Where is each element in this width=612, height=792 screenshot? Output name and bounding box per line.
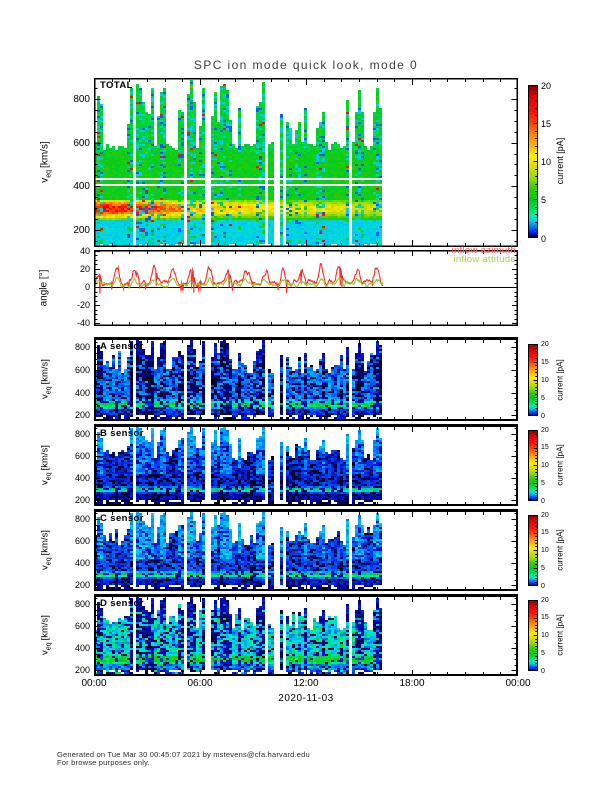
y-tick-label-B: 400 <box>74 473 90 484</box>
sensor-d-spectrogram-canvas <box>94 594 518 676</box>
y-tick-label-angle: -20 <box>76 300 90 311</box>
y-tick-label-C: 800 <box>74 513 90 524</box>
total-spectrogram-canvas <box>94 78 518 247</box>
x-tick-label: 00:00 <box>81 678 107 689</box>
y-tick-label-angle: 20 <box>79 264 90 274</box>
y-tick-label-C: 600 <box>74 536 90 547</box>
panel-label-sensor-a: A sensor <box>100 341 144 352</box>
y-tick-label-angle: 40 <box>79 245 90 256</box>
colorbar-total <box>528 85 538 238</box>
y-tick-label-D: 800 <box>74 598 90 609</box>
colorbar-tick-label-total: 15 <box>541 118 552 129</box>
y-tick-label-C: 400 <box>74 558 90 569</box>
y-tick-label-A: 200 <box>74 410 90 421</box>
y-tick-label-A: 600 <box>74 364 90 375</box>
colorbar-tick-label-C: 5 <box>541 564 545 572</box>
colorbar-tick-label-A: 10 <box>541 376 549 384</box>
x-tick-label: 06:00 <box>187 678 213 689</box>
y-tick-label-A: 400 <box>74 387 90 398</box>
panel-label-sensor-c: C sensor <box>100 513 144 524</box>
colorbar-tick-label-C: 15 <box>541 529 549 537</box>
colorbar-tick-label-B: 15 <box>541 444 549 452</box>
panel-label-total: TOTAL <box>100 80 133 91</box>
y-tick-label-angle: 0 <box>84 282 90 293</box>
colorbar-sensor-c <box>528 515 538 586</box>
inflow-angle-chart-canvas <box>94 250 518 326</box>
colorbar-tick-label-B: 10 <box>541 462 549 469</box>
page-title: SPC ion mode quick look, mode 0 <box>193 58 419 72</box>
colorbar-tick-label-total: 20 <box>541 80 552 91</box>
y-tick-label-total: 600 <box>73 137 90 149</box>
colorbar-tick-label-total: 5 <box>541 195 547 206</box>
sensor-a-spectrogram-canvas <box>94 337 518 421</box>
colorbar-tick-label-B: 0 <box>541 497 545 505</box>
legend-azimuth: inflow azimuth <box>451 245 516 256</box>
x-tick-label: 18:00 <box>399 678 425 689</box>
colorbar-tick-label-A: 20 <box>541 340 549 348</box>
y-tick-label-D: 200 <box>74 665 90 676</box>
y-tick-label-angle: -40 <box>76 318 90 329</box>
x-tick-label: 00:00 <box>505 678 531 689</box>
panel-label-sensor-b: B sensor <box>100 428 144 439</box>
colorbar-sensor-b <box>528 430 538 501</box>
colorbar-tick-label-A: 5 <box>541 394 545 402</box>
colorbar-tick-label-total: 0 <box>541 233 547 244</box>
colorbar-sensor-a <box>528 344 538 416</box>
panel-label-sensor-d: D sensor <box>100 598 144 609</box>
y-tick-label-B: 800 <box>74 428 90 439</box>
x-axis-date-label: 2020-11-03 <box>278 693 334 704</box>
colorbar-tick-label-D: 15 <box>541 614 549 622</box>
colorbar-tick-label-C: 10 <box>541 547 549 554</box>
colorbar-tick-label-A: 15 <box>541 358 549 366</box>
colorbar-tick-label-total: 10 <box>541 157 552 167</box>
footer-browse-line: For browse purposes only. <box>57 758 150 767</box>
colorbar-tick-label-D: 0 <box>541 667 545 675</box>
sensor-b-spectrogram-canvas <box>94 424 518 506</box>
colorbar-sensor-d <box>528 600 538 671</box>
y-tick-label-total: 800 <box>73 93 90 105</box>
y-tick-label-total: 400 <box>73 181 90 193</box>
colorbar-tick-label-A: 0 <box>541 412 545 420</box>
colorbar-tick-label-C: 20 <box>541 511 549 519</box>
colorbar-tick-label-C: 0 <box>541 582 545 590</box>
footer-generated-line: Generated on Tue Mar 30 00:45:07 2021 by… <box>57 750 310 759</box>
y-tick-label-A: 800 <box>74 342 90 353</box>
y-tick-label-B: 600 <box>74 451 90 462</box>
y-tick-label-D: 600 <box>74 621 90 632</box>
colorbar-tick-label-D: 10 <box>541 632 549 639</box>
y-tick-label-B: 200 <box>74 495 90 506</box>
colorbar-tick-label-B: 20 <box>541 426 549 434</box>
colorbar-tick-label-B: 5 <box>541 479 545 487</box>
colorbar-tick-label-D: 20 <box>541 596 549 604</box>
y-tick-label-D: 400 <box>74 643 90 654</box>
y-tick-label-C: 200 <box>74 580 90 591</box>
x-tick-label: 12:00 <box>293 678 319 689</box>
sensor-c-spectrogram-canvas <box>94 509 518 591</box>
y-tick-label-total: 200 <box>73 224 90 236</box>
colorbar-tick-label-D: 5 <box>541 649 545 657</box>
legend-attitude: inflow attitude <box>453 254 516 265</box>
